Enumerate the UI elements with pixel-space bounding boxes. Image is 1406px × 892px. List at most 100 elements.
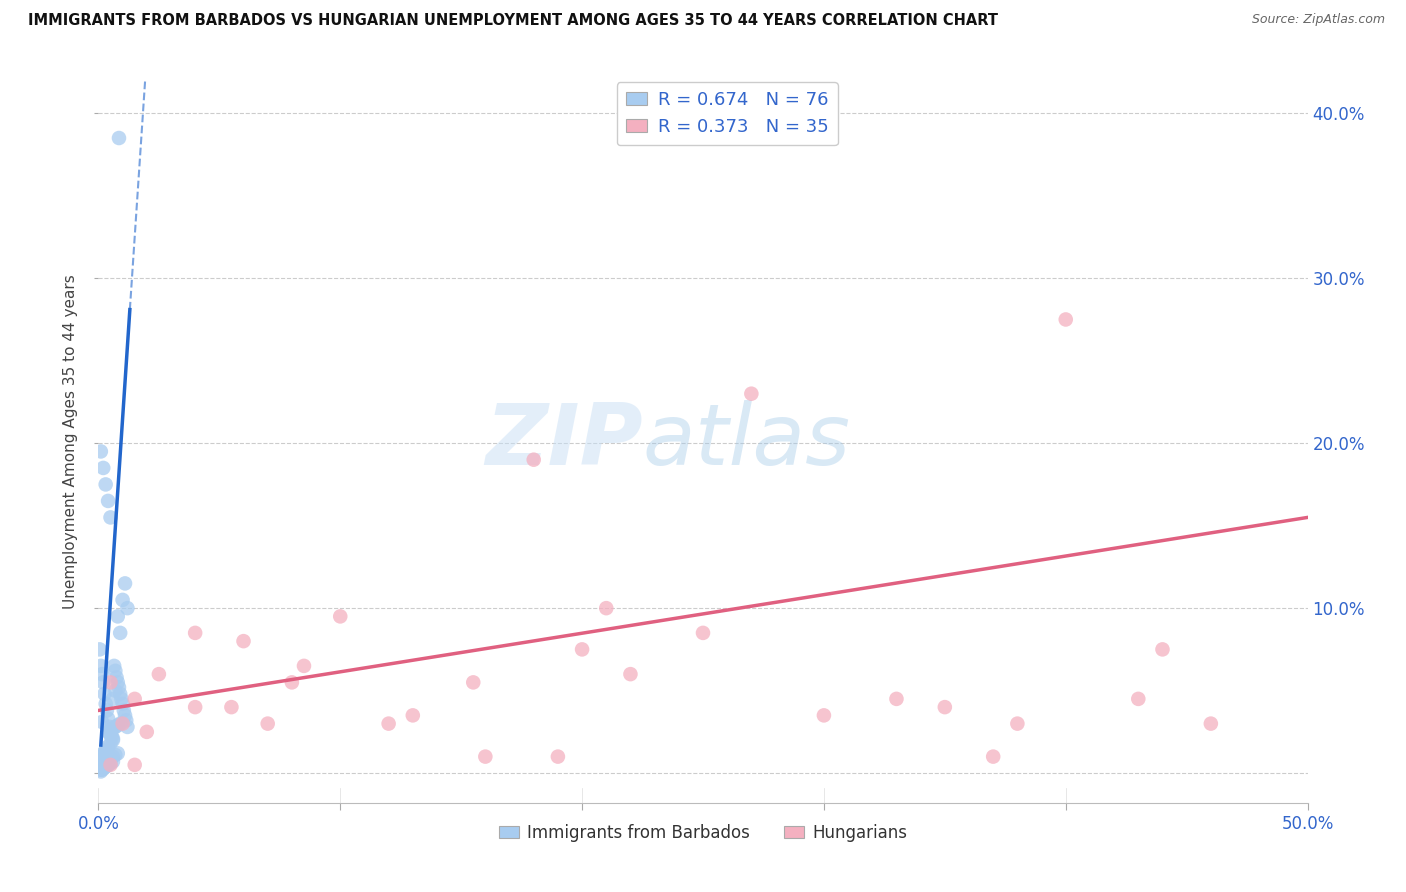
Point [474,749,496,764]
Point [91,763,114,777]
Point [94,743,117,757]
Point [100,730,122,744]
Y-axis label: Unemployment Among Ages 35 to 44 years: Unemployment Among Ages 35 to 44 years [63,274,79,609]
Point [100,510,122,524]
Point [1152,642,1174,657]
Point [91,757,114,772]
Point [692,626,714,640]
Point [100,736,122,750]
Point [111,716,134,731]
Point [89,756,111,771]
Point [91,761,114,775]
Point [107,609,129,624]
Point [124,757,146,772]
Point [97,494,120,508]
Point [108,681,131,695]
Point [104,720,127,734]
Point [103,659,125,673]
Point [108,716,131,731]
Point [184,626,207,640]
Point [740,386,762,401]
Point [981,749,1004,764]
Text: atlas: atlas [643,400,851,483]
Point [90,759,112,773]
Point [94,755,117,769]
Point [148,667,170,681]
Point [595,601,617,615]
Point [91,761,114,775]
Point [89,753,111,767]
Point [329,609,352,624]
Point [110,691,132,706]
Text: ZIP: ZIP [485,400,643,483]
Point [101,733,124,747]
Point [89,642,111,657]
Point [89,753,111,767]
Point [94,697,117,711]
Point [98,720,121,734]
Point [104,747,127,762]
Point [100,675,122,690]
Point [90,764,112,779]
Point [96,703,118,717]
Point [100,751,122,765]
Point [1054,312,1077,326]
Point [105,670,128,684]
Point [111,593,134,607]
Point [101,749,124,764]
Point [108,687,131,701]
Point [100,757,122,772]
Point [107,747,129,761]
Point [104,664,127,678]
Point [112,703,135,717]
Point [104,683,127,698]
Point [619,667,641,681]
Legend: Immigrants from Barbados, Hungarians: Immigrants from Barbados, Hungarians [492,817,914,848]
Point [91,747,114,761]
Point [813,708,835,723]
Point [221,700,243,714]
Point [91,761,114,775]
Point [114,576,136,591]
Point [523,452,546,467]
Point [97,757,120,772]
Point [117,720,139,734]
Point [91,675,114,690]
Point [97,753,120,767]
Point [886,691,908,706]
Point [281,675,304,690]
Point [91,667,114,681]
Point [97,757,120,772]
Text: IMMIGRANTS FROM BARBADOS VS HUNGARIAN UNEMPLOYMENT AMONG AGES 35 TO 44 YEARS COR: IMMIGRANTS FROM BARBADOS VS HUNGARIAN UN… [28,13,998,29]
Point [101,722,124,736]
Point [1007,716,1029,731]
Point [402,708,425,723]
Point [100,728,122,742]
Point [90,444,112,458]
Point [114,708,136,723]
Point [547,749,569,764]
Point [97,739,120,754]
Point [256,716,278,731]
Point [115,714,138,728]
Point [107,675,129,690]
Point [463,675,485,690]
Point [1128,691,1150,706]
Point [108,626,131,640]
Point [89,756,111,771]
Point [571,642,593,657]
Point [100,756,122,771]
Point [292,659,315,673]
Point [90,749,112,764]
Point [117,601,139,615]
Point [100,723,122,738]
Point [94,477,117,491]
Point [124,691,146,706]
Point [101,731,124,746]
Text: Source: ZipAtlas.com: Source: ZipAtlas.com [1251,13,1385,27]
Point [97,712,120,726]
Point [107,718,129,732]
Point [101,691,124,706]
Point [111,697,134,711]
Point [91,461,114,475]
